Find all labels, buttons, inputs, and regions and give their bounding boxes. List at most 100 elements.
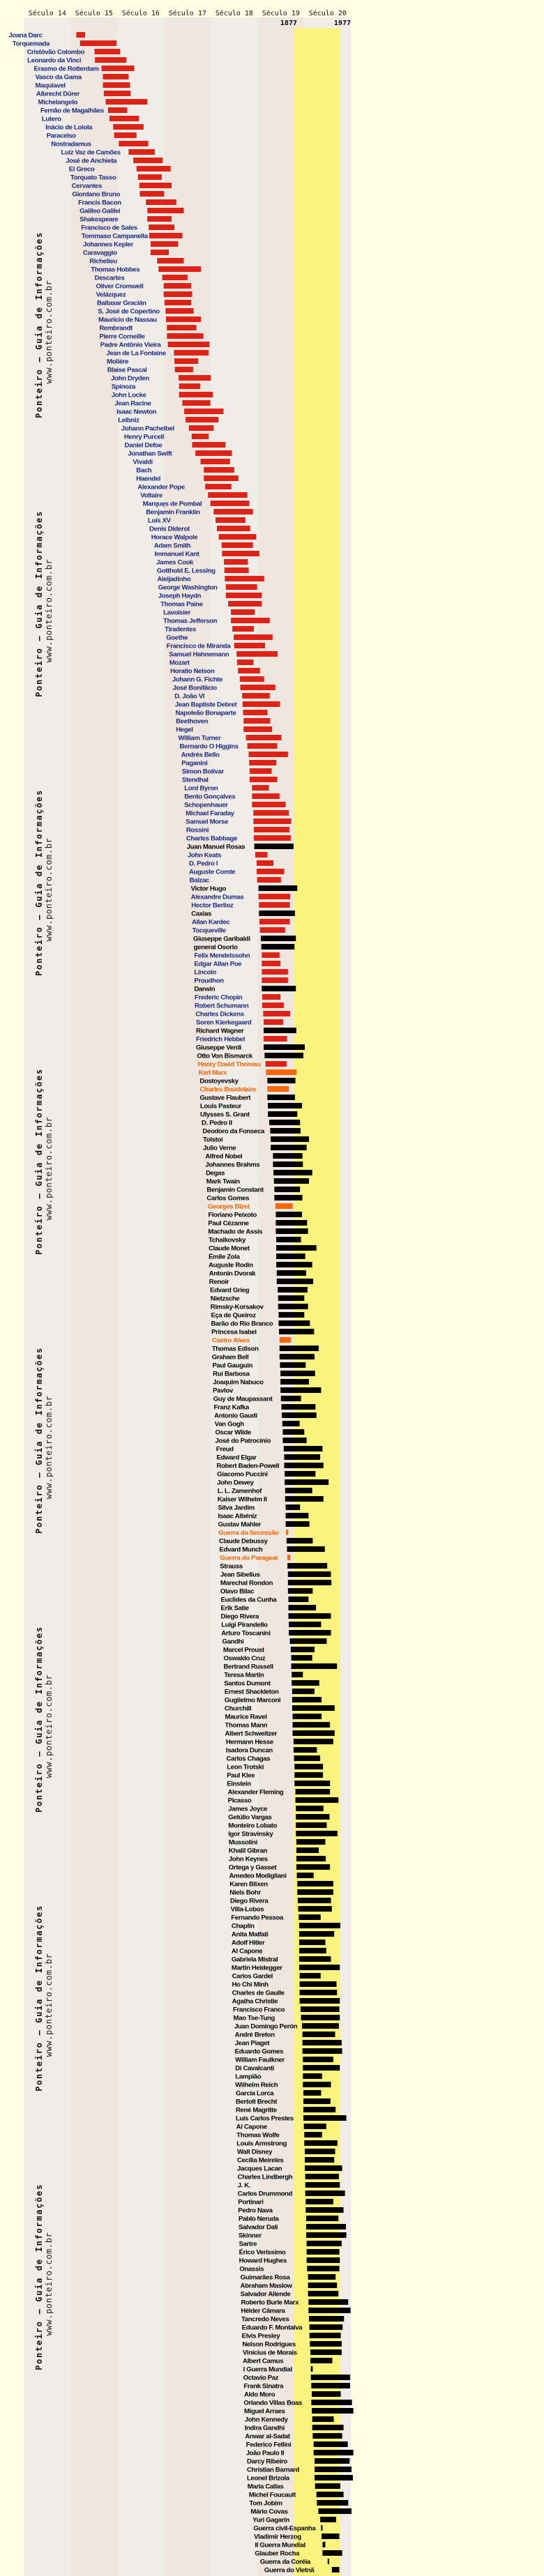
lifespan-bar bbox=[263, 1011, 291, 1016]
lifespan-bar bbox=[291, 1655, 312, 1661]
row-label: Balzac bbox=[190, 877, 210, 885]
lifespan-bar bbox=[179, 375, 211, 381]
lifespan-bar bbox=[192, 442, 226, 448]
row-label: Lutero bbox=[42, 116, 61, 123]
row-label: Diego Rivera bbox=[230, 1898, 269, 1905]
lifespan-bar bbox=[305, 2232, 347, 2238]
row-label: Tocqueville bbox=[192, 927, 226, 935]
lifespan-bar bbox=[186, 417, 219, 422]
row-label: Moliére bbox=[107, 358, 128, 366]
timeline-row: Darwin bbox=[194, 986, 296, 993]
row-label: Bertolt Brecht bbox=[236, 2098, 278, 2106]
row-label: Johannes Kepler bbox=[83, 241, 134, 249]
timeline-row: Albert Camus bbox=[243, 2358, 333, 2365]
timeline-row: Alexandre Dumas bbox=[191, 894, 291, 901]
timeline-row: Ulysses S. Grant bbox=[200, 1111, 298, 1119]
timeline-row: Guerra da Secessão bbox=[218, 1530, 288, 1537]
row-label: Samuel Morse bbox=[186, 818, 228, 826]
timeline-row: Machado de Assis bbox=[208, 1228, 308, 1236]
timeline-row: Tolstoi bbox=[203, 1136, 309, 1144]
lifespan-bar bbox=[267, 1095, 295, 1100]
lifespan-bar bbox=[312, 2408, 354, 2414]
row-label: Niels Bohr bbox=[229, 1889, 261, 1897]
lifespan-bar bbox=[147, 216, 172, 222]
timeline-row: James Joyce bbox=[228, 1806, 324, 1813]
timeline-row: Ho Chi Minh bbox=[232, 1981, 337, 1989]
lifespan-bar bbox=[295, 1789, 331, 1794]
row-label: Michael Faraday bbox=[186, 810, 234, 818]
lifespan-bar bbox=[224, 567, 249, 573]
row-label: Felix Mendelssohn bbox=[194, 952, 250, 960]
timeline-row: Hermann Hesse bbox=[226, 1739, 333, 1746]
row-label: Paganini bbox=[181, 760, 207, 768]
lifespan-bar bbox=[225, 584, 257, 590]
row-label: general Osorio bbox=[194, 944, 238, 952]
row-label: Henry David Thoreau bbox=[198, 1061, 261, 1069]
lifespan-bar bbox=[318, 2508, 352, 2514]
timeline-row: Mao Tse-Tung bbox=[234, 2015, 340, 2022]
lifespan-bar bbox=[276, 1245, 317, 1251]
lifespan-bar bbox=[284, 1463, 324, 1468]
lifespan-bar bbox=[282, 1412, 317, 1418]
row-label: Maria Callas bbox=[248, 2483, 284, 2491]
lifespan-bar bbox=[174, 367, 193, 372]
row-label: El Greco bbox=[69, 166, 95, 174]
row-label: Mussolini bbox=[229, 1839, 257, 1847]
lifespan-bar bbox=[303, 2082, 331, 2087]
lifespan-bar bbox=[308, 2274, 336, 2280]
timeline-row: Cristóvão Colombo bbox=[27, 49, 121, 56]
row-label: Hermann Hesse bbox=[226, 1739, 273, 1746]
lifespan-bar bbox=[105, 99, 148, 105]
row-label: Lincoln bbox=[194, 969, 216, 977]
row-label: Euclides da Cunha bbox=[221, 1596, 278, 1604]
lifespan-bar bbox=[262, 952, 280, 958]
timeline-row: Lincoln bbox=[194, 969, 288, 977]
row-label: Luigi Pirandello bbox=[221, 1622, 268, 1629]
lifespan-bar bbox=[266, 1069, 296, 1075]
row-label: Charles de Gaulle bbox=[232, 1990, 285, 1997]
timeline-row: Olavo Bilac bbox=[220, 1588, 313, 1596]
lifespan-bar bbox=[276, 1237, 301, 1242]
lifespan-bar bbox=[210, 501, 250, 506]
row-label: Karen Blixen bbox=[229, 1881, 268, 1889]
timeline-row: Padre Antônio Vieira bbox=[100, 342, 210, 349]
lifespan-bar bbox=[253, 818, 292, 824]
row-label: Guerra civil-Espanha bbox=[253, 2525, 316, 2533]
lifespan-bar bbox=[312, 2391, 341, 2397]
row-label: Princesa Isabel bbox=[211, 1329, 257, 1336]
row-label: Daniel Defoe bbox=[125, 442, 163, 450]
timeline-row: Samuel Morse bbox=[186, 818, 292, 826]
lifespan-bar bbox=[315, 2467, 352, 2472]
row-label: Horace Walpole bbox=[151, 534, 198, 542]
timeline-row: Teresa Martin bbox=[224, 1672, 303, 1679]
row-label: Leon Trotski bbox=[227, 1764, 264, 1771]
row-label: Proudhon bbox=[194, 977, 224, 985]
lifespan-bar bbox=[195, 450, 232, 456]
timeline-row: Mauricio de Nassau bbox=[98, 317, 202, 324]
row-label: Joaquim Nabuco bbox=[213, 1379, 264, 1387]
timeline-row: Thomas Edison bbox=[212, 1346, 319, 1353]
timeline-row: Claude Monet bbox=[209, 1245, 317, 1253]
timeline-row: Francisco de Miranda bbox=[167, 643, 266, 650]
lifespan-bar bbox=[259, 927, 285, 933]
timeline-row: Thomas Hobbes bbox=[91, 266, 202, 274]
timeline-row: Johannes Brahms bbox=[205, 1161, 303, 1169]
row-label: Christian Barnard bbox=[247, 2467, 300, 2474]
lifespan-bar bbox=[273, 1153, 303, 1159]
row-label: Georges Bizet bbox=[208, 1203, 250, 1211]
timeline-row: Thomas Jefferson bbox=[163, 618, 270, 625]
lifespan-bar bbox=[217, 526, 250, 531]
timeline-row: Portinari bbox=[238, 2199, 333, 2207]
lifespan-bar bbox=[282, 1438, 307, 1443]
timeline-row: Floriano Peixoto bbox=[208, 1212, 302, 1219]
timeline-row: Agatha Christie bbox=[232, 1998, 340, 2006]
row-label: Eduardo F. Montalva bbox=[242, 2324, 303, 2332]
lifespan-bar bbox=[260, 936, 296, 941]
timeline-row: Albrecht Dürer bbox=[36, 91, 131, 98]
lifespan-bar bbox=[167, 342, 210, 347]
row-label: Pavlov bbox=[213, 1387, 234, 1395]
timeline-row: Cervantes bbox=[72, 183, 172, 190]
timeline-row: Igor Stravinsky bbox=[228, 1831, 338, 1838]
lifespan-bar bbox=[308, 2282, 338, 2288]
timeline-row: Isaac Albéniz bbox=[218, 1513, 309, 1521]
